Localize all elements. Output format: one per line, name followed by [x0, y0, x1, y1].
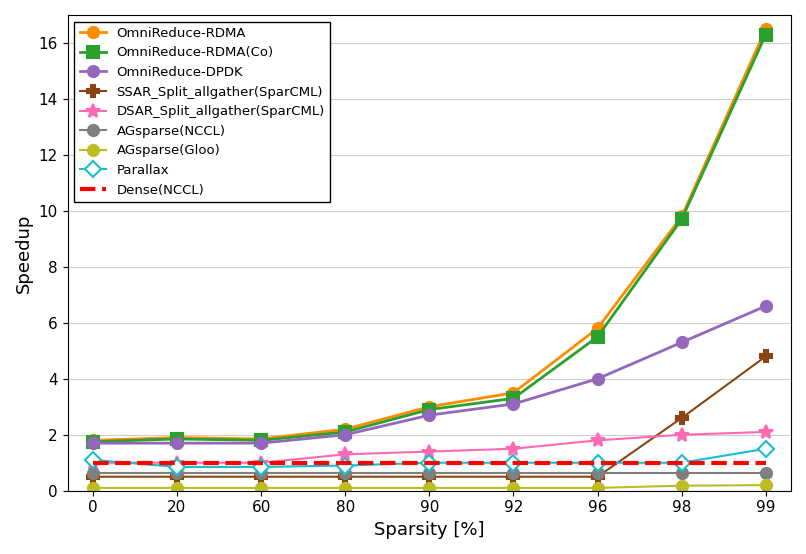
- OmniReduce-RDMA(Co): [425, 406, 434, 413]
- Parallax: [761, 445, 771, 452]
- DSAR_Split_allgather(SparCML): [256, 459, 266, 466]
- AGsparse(NCCL): [677, 469, 687, 476]
- OmniReduce-DPDK: [172, 440, 182, 447]
- Dense(NCCL): [340, 459, 350, 466]
- Parallax: [256, 464, 266, 470]
- Parallax: [172, 464, 182, 470]
- SSAR_Split_allgather(SparCML): [592, 474, 602, 480]
- OmniReduce-RDMA(Co): [761, 31, 771, 38]
- OmniReduce-RDMA(Co): [509, 395, 518, 402]
- AGsparse(NCCL): [761, 469, 771, 476]
- OmniReduce-DPDK: [256, 440, 266, 447]
- AGsparse(NCCL): [172, 469, 182, 476]
- Dense(NCCL): [256, 459, 266, 466]
- Line: DSAR_Split_allgather(SparCML): DSAR_Split_allgather(SparCML): [86, 425, 773, 470]
- Line: OmniReduce-RDMA: OmniReduce-RDMA: [87, 23, 771, 446]
- OmniReduce-DPDK: [425, 412, 434, 418]
- OmniReduce-RDMA: [677, 213, 687, 220]
- AGsparse(Gloo): [88, 485, 98, 491]
- AGsparse(Gloo): [425, 485, 434, 491]
- SSAR_Split_allgather(SparCML): [677, 414, 687, 421]
- OmniReduce-RDMA: [509, 389, 518, 396]
- Line: Parallax: Parallax: [87, 443, 771, 473]
- OmniReduce-DPDK: [677, 339, 687, 346]
- Parallax: [340, 462, 350, 469]
- Dense(NCCL): [592, 459, 602, 466]
- AGsparse(NCCL): [592, 469, 602, 476]
- SSAR_Split_allgather(SparCML): [425, 474, 434, 480]
- Parallax: [88, 456, 98, 463]
- DSAR_Split_allgather(SparCML): [761, 429, 771, 435]
- Parallax: [425, 459, 434, 466]
- Line: OmniReduce-DPDK: OmniReduce-DPDK: [87, 300, 771, 449]
- OmniReduce-RDMA: [88, 437, 98, 444]
- DSAR_Split_allgather(SparCML): [509, 445, 518, 452]
- OmniReduce-RDMA(Co): [592, 334, 602, 340]
- OmniReduce-RDMA(Co): [172, 435, 182, 442]
- DSAR_Split_allgather(SparCML): [592, 437, 602, 444]
- Dense(NCCL): [677, 459, 687, 466]
- AGsparse(Gloo): [172, 485, 182, 491]
- OmniReduce-DPDK: [509, 401, 518, 407]
- Line: OmniReduce-RDMA(Co): OmniReduce-RDMA(Co): [87, 29, 771, 447]
- Dense(NCCL): [425, 459, 434, 466]
- DSAR_Split_allgather(SparCML): [677, 432, 687, 438]
- Parallax: [677, 459, 687, 466]
- OmniReduce-DPDK: [88, 440, 98, 447]
- OmniReduce-RDMA: [761, 25, 771, 32]
- Legend: OmniReduce-RDMA, OmniReduce-RDMA(Co), OmniReduce-DPDK, SSAR_Split_allgather(Spar: OmniReduce-RDMA, OmniReduce-RDMA(Co), Om…: [74, 22, 330, 202]
- DSAR_Split_allgather(SparCML): [340, 451, 350, 458]
- SSAR_Split_allgather(SparCML): [340, 474, 350, 480]
- OmniReduce-RDMA: [256, 435, 266, 442]
- Parallax: [509, 459, 518, 466]
- Dense(NCCL): [172, 459, 182, 466]
- Dense(NCCL): [509, 459, 518, 466]
- X-axis label: Sparsity [%]: Sparsity [%]: [374, 521, 484, 539]
- OmniReduce-RDMA(Co): [88, 438, 98, 445]
- Line: SSAR_Split_allgather(SparCML): SSAR_Split_allgather(SparCML): [87, 351, 771, 483]
- AGsparse(NCCL): [256, 469, 266, 476]
- Dense(NCCL): [761, 459, 771, 466]
- AGsparse(Gloo): [340, 485, 350, 491]
- AGsparse(Gloo): [592, 485, 602, 491]
- OmniReduce-RDMA(Co): [340, 429, 350, 435]
- SSAR_Split_allgather(SparCML): [256, 474, 266, 480]
- AGsparse(NCCL): [340, 469, 350, 476]
- Y-axis label: Speedup: Speedup: [15, 213, 33, 293]
- Dense(NCCL): [88, 459, 98, 466]
- Line: AGsparse(Gloo): AGsparse(Gloo): [87, 480, 771, 494]
- OmniReduce-DPDK: [592, 376, 602, 382]
- OmniReduce-RDMA: [172, 434, 182, 441]
- OmniReduce-RDMA: [340, 426, 350, 433]
- AGsparse(Gloo): [761, 482, 771, 489]
- AGsparse(NCCL): [509, 469, 518, 476]
- OmniReduce-RDMA(Co): [256, 437, 266, 444]
- OmniReduce-DPDK: [340, 432, 350, 438]
- SSAR_Split_allgather(SparCML): [509, 474, 518, 480]
- AGsparse(NCCL): [425, 469, 434, 476]
- OmniReduce-RDMA(Co): [677, 216, 687, 223]
- OmniReduce-RDMA: [592, 325, 602, 332]
- SSAR_Split_allgather(SparCML): [88, 474, 98, 480]
- DSAR_Split_allgather(SparCML): [425, 448, 434, 455]
- SSAR_Split_allgather(SparCML): [172, 474, 182, 480]
- AGsparse(Gloo): [677, 483, 687, 489]
- DSAR_Split_allgather(SparCML): [88, 459, 98, 466]
- OmniReduce-DPDK: [761, 302, 771, 309]
- Parallax: [592, 459, 602, 466]
- AGsparse(Gloo): [509, 485, 518, 491]
- SSAR_Split_allgather(SparCML): [761, 353, 771, 360]
- DSAR_Split_allgather(SparCML): [172, 459, 182, 466]
- AGsparse(NCCL): [88, 469, 98, 476]
- AGsparse(Gloo): [256, 485, 266, 491]
- OmniReduce-RDMA: [425, 403, 434, 410]
- Line: AGsparse(NCCL): AGsparse(NCCL): [87, 467, 771, 478]
